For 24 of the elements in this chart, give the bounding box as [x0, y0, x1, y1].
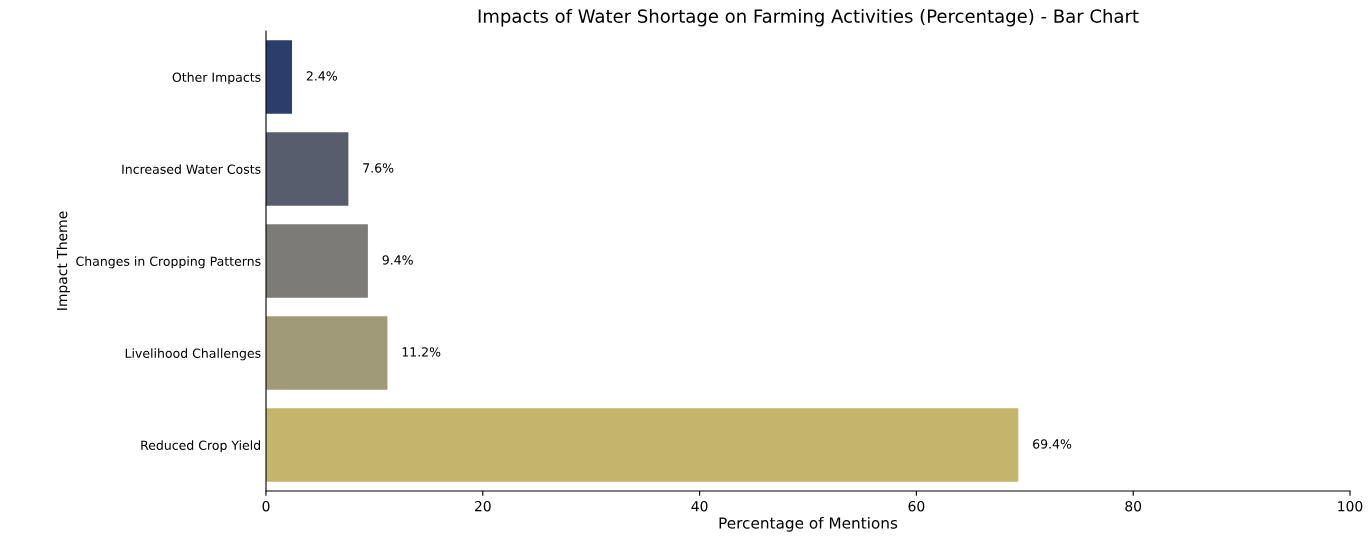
bar: [266, 224, 368, 298]
bar: [266, 132, 349, 206]
y-tick-label: Reduced Crop Yield: [141, 440, 260, 453]
y-tick-label: Livelihood Challenges: [125, 348, 261, 361]
data-label: 69.4%: [1033, 439, 1072, 449]
x-axis-title: Percentage of Mentions: [719, 516, 898, 532]
y-tick-label: Increased Water Costs: [122, 164, 261, 174]
chart-title: Impacts of Water Shortage on Farming Activities (Percentage) - Bar Chart: [478, 8, 1139, 27]
x-tick-label: 40: [691, 500, 708, 512]
data-label: 2.4%: [306, 71, 337, 81]
y-tick-label: Changes in Cropping Patterns: [76, 256, 261, 269]
y-tick-label: Other Impacts: [172, 72, 261, 85]
data-label: 9.4%: [382, 255, 413, 265]
bar: [266, 40, 293, 114]
bar: [266, 408, 1019, 482]
x-tick-label: 100: [1338, 500, 1363, 512]
data-label: 11.2%: [402, 347, 441, 357]
x-tick-label: 0: [262, 500, 270, 512]
x-tick-label: 60: [908, 500, 925, 512]
data-label: 7.6%: [363, 163, 394, 173]
x-tick-label: 80: [1125, 500, 1142, 512]
bar: [266, 316, 388, 390]
x-tick-label: 20: [474, 500, 491, 512]
y-axis-title: Impact Theme: [56, 211, 70, 310]
